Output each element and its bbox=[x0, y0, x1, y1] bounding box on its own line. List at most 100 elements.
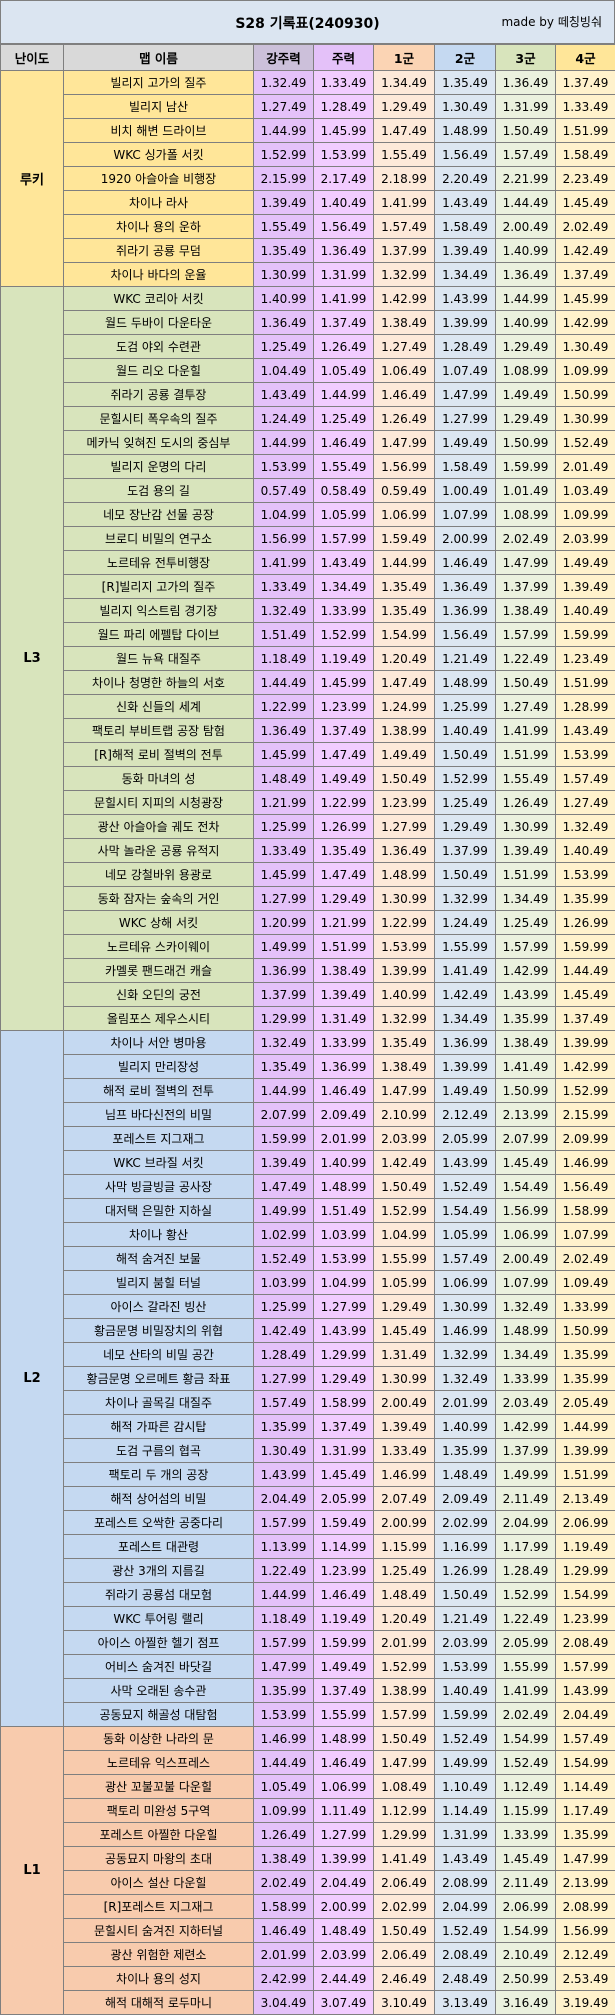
time-cell-tier-1: 1.40.99 bbox=[374, 983, 435, 1007]
difficulty-cell: L3 bbox=[1, 287, 64, 1031]
time-cell-tier-strong: 1.25.99 bbox=[254, 815, 314, 839]
time-cell-tier-3: 1.25.49 bbox=[496, 911, 556, 935]
time-cell-tier-1: 1.45.49 bbox=[374, 1319, 435, 1343]
map-name-cell: 동화 마녀의 성 bbox=[64, 767, 254, 791]
map-name-cell: 신화 오딘의 궁전 bbox=[64, 983, 254, 1007]
map-name-cell: 빌리지 운명의 다리 bbox=[64, 455, 254, 479]
time-cell-tier-main: 1.27.99 bbox=[314, 1823, 374, 1847]
time-cell-tier-strong: 1.22.99 bbox=[254, 695, 314, 719]
map-name-cell: 네모 강철바위 용광로 bbox=[64, 863, 254, 887]
time-cell-tier-main: 1.53.99 bbox=[314, 1247, 374, 1271]
time-cell-tier-1: 2.00.99 bbox=[374, 1511, 435, 1535]
time-cell-tier-3: 1.07.99 bbox=[496, 1271, 556, 1295]
time-cell-tier-4: 1.45.49 bbox=[556, 983, 615, 1007]
time-cell-tier-main: 1.11.49 bbox=[314, 1799, 374, 1823]
time-cell-tier-strong: 1.53.99 bbox=[254, 1703, 314, 1727]
time-cell-tier-1: 3.10.49 bbox=[374, 1991, 435, 2015]
time-cell-tier-1: 1.38.99 bbox=[374, 719, 435, 743]
time-cell-tier-strong: 1.30.99 bbox=[254, 263, 314, 287]
time-cell-tier-1: 1.29.49 bbox=[374, 1295, 435, 1319]
time-cell-tier-strong: 1.43.99 bbox=[254, 1463, 314, 1487]
time-cell-tier-strong: 1.43.49 bbox=[254, 383, 314, 407]
time-cell-tier-3: 1.06.99 bbox=[496, 1223, 556, 1247]
time-cell-tier-1: 1.46.49 bbox=[374, 383, 435, 407]
time-cell-tier-1: 1.27.99 bbox=[374, 815, 435, 839]
map-name-cell: 아이스 갈라진 빙산 bbox=[64, 1295, 254, 1319]
time-cell-tier-2: 1.54.49 bbox=[435, 1199, 496, 1223]
time-cell-tier-4: 1.56.99 bbox=[556, 1919, 615, 1943]
time-cell-tier-1: 1.20.49 bbox=[374, 1607, 435, 1631]
time-cell-tier-3: 1.54.99 bbox=[496, 1919, 556, 1943]
time-cell-tier-1: 1.50.49 bbox=[374, 1175, 435, 1199]
time-cell-tier-2: 1.40.49 bbox=[435, 1679, 496, 1703]
time-cell-tier-main: 1.36.99 bbox=[314, 1055, 374, 1079]
time-cell-tier-main: 1.38.49 bbox=[314, 959, 374, 983]
time-cell-tier-main: 1.55.49 bbox=[314, 455, 374, 479]
map-name-cell: 팩토리 두 개의 공장 bbox=[64, 1463, 254, 1487]
time-cell-tier-3: 2.00.49 bbox=[496, 215, 556, 239]
time-cell-tier-1: 1.27.49 bbox=[374, 335, 435, 359]
time-cell-tier-4: 1.30.99 bbox=[556, 407, 615, 431]
time-cell-tier-2: 1.47.99 bbox=[435, 383, 496, 407]
time-cell-tier-main: 1.46.49 bbox=[314, 1079, 374, 1103]
time-cell-tier-main: 2.01.99 bbox=[314, 1127, 374, 1151]
time-cell-tier-1: 2.06.49 bbox=[374, 1871, 435, 1895]
time-cell-tier-4: 2.04.49 bbox=[556, 1703, 615, 1727]
time-cell-tier-3: 1.51.99 bbox=[496, 743, 556, 767]
time-cell-tier-3: 1.38.49 bbox=[496, 1031, 556, 1055]
map-name-cell: 동화 이상한 나라의 문 bbox=[64, 1727, 254, 1751]
time-cell-tier-1: 1.06.99 bbox=[374, 503, 435, 527]
time-cell-tier-2: 1.31.99 bbox=[435, 1823, 496, 1847]
time-cell-tier-2: 1.30.49 bbox=[435, 95, 496, 119]
map-name-cell: WKC 브라질 서킷 bbox=[64, 1151, 254, 1175]
time-cell-tier-main: 1.33.49 bbox=[314, 71, 374, 95]
time-cell-tier-1: 2.07.49 bbox=[374, 1487, 435, 1511]
time-cell-tier-strong: 1.18.49 bbox=[254, 647, 314, 671]
time-cell-tier-4: 1.40.49 bbox=[556, 599, 615, 623]
time-cell-tier-4: 2.15.99 bbox=[556, 1103, 615, 1127]
time-cell-tier-4: 2.01.49 bbox=[556, 455, 615, 479]
time-cell-tier-4: 1.26.99 bbox=[556, 911, 615, 935]
time-cell-tier-strong: 1.58.99 bbox=[254, 1895, 314, 1919]
map-name-cell: 님프 바다신전의 비밀 bbox=[64, 1103, 254, 1127]
time-cell-tier-1: 1.32.99 bbox=[374, 1007, 435, 1031]
column-header-tier-main: 주력 bbox=[314, 45, 374, 71]
time-cell-tier-strong: 1.48.49 bbox=[254, 767, 314, 791]
map-name-cell: 1920 아슬아슬 비행장 bbox=[64, 167, 254, 191]
time-cell-tier-main: 1.35.49 bbox=[314, 839, 374, 863]
time-cell-tier-4: 3.19.49 bbox=[556, 1991, 615, 2015]
time-cell-tier-4: 1.45.49 bbox=[556, 191, 615, 215]
time-cell-tier-main: 2.44.49 bbox=[314, 1967, 374, 1991]
time-cell-tier-4: 1.19.49 bbox=[556, 1535, 615, 1559]
time-cell-tier-4: 1.54.99 bbox=[556, 1751, 615, 1775]
time-cell-tier-1: 1.33.49 bbox=[374, 1439, 435, 1463]
time-cell-tier-1: 1.50.49 bbox=[374, 1919, 435, 1943]
time-cell-tier-main: 1.03.99 bbox=[314, 1223, 374, 1247]
map-name-cell: 해적 숨겨진 보물 bbox=[64, 1247, 254, 1271]
time-cell-tier-2: 1.24.49 bbox=[435, 911, 496, 935]
time-cell-tier-2: 1.41.49 bbox=[435, 959, 496, 983]
time-cell-tier-strong: 1.53.99 bbox=[254, 455, 314, 479]
time-cell-tier-main: 2.00.99 bbox=[314, 1895, 374, 1919]
time-cell-tier-1: 1.04.99 bbox=[374, 1223, 435, 1247]
time-cell-tier-strong: 1.44.99 bbox=[254, 119, 314, 143]
map-name-cell: 해적 상어섬의 비밀 bbox=[64, 1487, 254, 1511]
time-cell-tier-1: 1.59.49 bbox=[374, 527, 435, 551]
time-cell-tier-main: 1.51.49 bbox=[314, 1199, 374, 1223]
time-cell-tier-4: 1.23.99 bbox=[556, 1607, 615, 1631]
time-cell-tier-2: 1.58.49 bbox=[435, 215, 496, 239]
